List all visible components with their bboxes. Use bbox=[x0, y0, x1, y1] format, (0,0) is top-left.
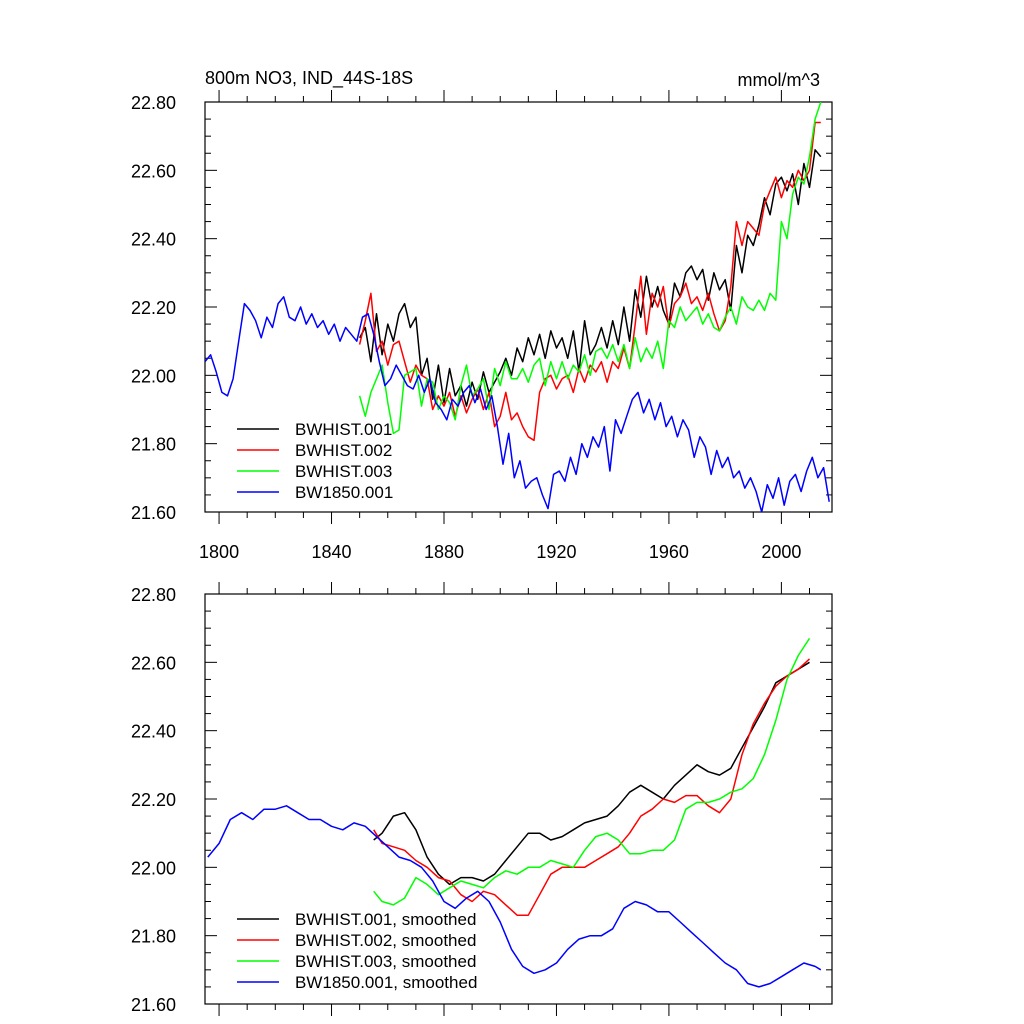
top-series-line-bw1850-001 bbox=[205, 296, 830, 512]
top-x-tick-label: 1840 bbox=[312, 542, 352, 562]
bottom-y-tick-label: 21.60 bbox=[131, 995, 176, 1015]
top-legend-label-bwhist-002: BWHIST.002 bbox=[295, 441, 392, 460]
top-chart-panel: 800m NO3, IND_44S-18S mmol/m^3 21.60 21.8… bbox=[131, 68, 833, 562]
top-y-tick-label: 21.60 bbox=[131, 503, 176, 523]
top-y-tick-label: 22.20 bbox=[131, 298, 176, 318]
bottom-y-tick-label: 21.80 bbox=[131, 927, 176, 947]
bottom-y-tick-label: 22.60 bbox=[131, 653, 176, 673]
bottom-series-line-bwhist-001-smoothed bbox=[373, 661, 810, 886]
bottom-y-tick-label: 22.00 bbox=[131, 858, 176, 878]
bottom-legend-label-bwhist-002-smoothed: BWHIST.002, smoothed bbox=[295, 931, 476, 950]
bottom-series-line-bw1850-001-smoothed bbox=[207, 805, 822, 988]
bottom-plot-area: 21.60 21.80 22.00 22.20 22.40 22.60 22.80 BWHIS… bbox=[131, 582, 833, 1016]
bottom-chart-panel: 21.60 21.80 22.00 22.20 22.40 22.60 22.80 BWHIS… bbox=[131, 582, 833, 1016]
top-x-tick-label: 1880 bbox=[424, 542, 464, 562]
top-x-tick-label: 2000 bbox=[761, 542, 801, 562]
bottom-legend-label-bwhist-003-smoothed: BWHIST.003, smoothed bbox=[295, 952, 476, 971]
top-series-line-bwhist-003 bbox=[358, 102, 822, 435]
bottom-legend-label-bw1850-001-smoothed: BW1850.001, smoothed bbox=[295, 973, 477, 992]
bottom-series-line-bwhist-003-smoothed bbox=[373, 637, 811, 906]
top-y-tick-label: 22.60 bbox=[131, 161, 176, 181]
top-y-tick-label: 21.80 bbox=[131, 435, 176, 455]
top-legend-label-bw1850-001: BW1850.001 bbox=[295, 483, 393, 502]
bottom-legend-label-bwhist-001-smoothed: BWHIST.001, smoothed bbox=[295, 910, 476, 929]
bottom-y-tick-label: 22.20 bbox=[131, 790, 176, 810]
top-chart-title: 800m NO3, IND_44S-18S bbox=[205, 68, 413, 89]
top-x-tick-label: 1800 bbox=[199, 542, 239, 562]
top-series-line-bwhist-002 bbox=[358, 121, 821, 442]
bottom-y-tick-label: 22.40 bbox=[131, 722, 176, 742]
top-x-tick-label: 1920 bbox=[536, 542, 576, 562]
top-y-tick-label: 22.80 bbox=[131, 93, 176, 113]
top-legend-label-bwhist-003: BWHIST.003 bbox=[295, 462, 392, 481]
bottom-series-line-bwhist-002-smoothed bbox=[373, 658, 811, 916]
top-legend-label-bwhist-001: BWHIST.001 bbox=[295, 420, 392, 439]
top-plot-area: 21.60 21.80 22.00 22.20 22.40 22.60 22.80 1800 1… bbox=[131, 90, 833, 562]
top-chart-units: mmol/m^3 bbox=[738, 70, 820, 90]
bottom-y-tick-label: 22.80 bbox=[131, 585, 176, 605]
top-y-tick-label: 22.40 bbox=[131, 230, 176, 250]
top-x-tick-label: 1960 bbox=[649, 542, 689, 562]
top-y-tick-label: 22.00 bbox=[131, 366, 176, 386]
top-series-line-bwhist-001 bbox=[358, 149, 822, 407]
